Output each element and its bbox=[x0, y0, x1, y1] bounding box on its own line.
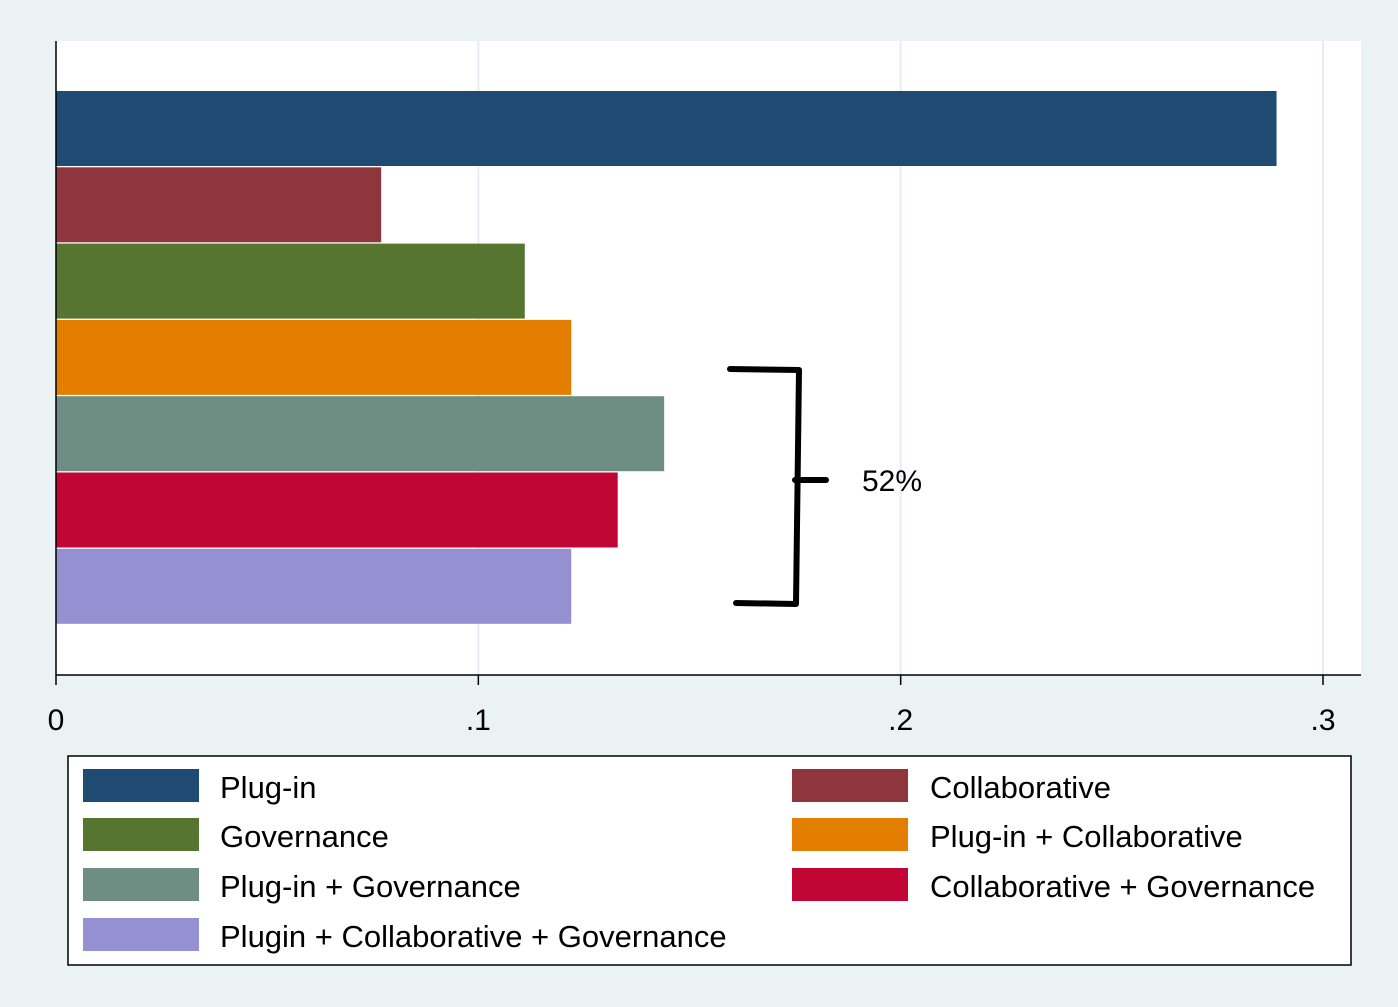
legend-box bbox=[67, 755, 1352, 966]
legend-label-governance: Governance bbox=[220, 819, 389, 854]
legend: Plug-in Collaborative Governance Plug-in + … bbox=[83, 769, 1315, 954]
legend-swatch-collaborative bbox=[792, 769, 908, 802]
x-axis-ticks: 0 .1 .2 .3 bbox=[48, 675, 1336, 737]
legend-swatch-governance bbox=[83, 818, 199, 851]
legend-label-collaborative-governance: Collaborative + Governance bbox=[930, 869, 1315, 904]
x-tick-label: 0 bbox=[48, 704, 65, 737]
bar-plugin-collaborative-governance bbox=[56, 548, 572, 624]
bar-plug-in bbox=[56, 91, 1277, 166]
legend-swatch-plug-in bbox=[83, 769, 199, 802]
legend-label-collaborative: Collaborative bbox=[930, 770, 1111, 805]
legend-label-plug-in-governance: Plug-in + Governance bbox=[220, 869, 521, 904]
x-tick-label: .2 bbox=[888, 704, 913, 737]
annotation-label: 52% bbox=[862, 465, 922, 498]
bar-plug-in-collaborative bbox=[56, 319, 572, 395]
legend-swatch-plugin-collaborative-governance bbox=[83, 918, 199, 951]
bar-collaborative-governance bbox=[56, 472, 618, 548]
legend-swatch-collaborative-governance bbox=[792, 868, 908, 901]
bar-plug-in-governance bbox=[56, 396, 665, 472]
x-tick-label: .3 bbox=[1310, 704, 1335, 737]
bar-governance bbox=[56, 243, 525, 319]
legend-swatch-plug-in-collaborative bbox=[792, 818, 908, 851]
legend-swatch-plug-in-governance bbox=[83, 868, 199, 901]
bars bbox=[56, 91, 1277, 624]
legend-label-plugin-collaborative-governance: Plugin + Collaborative + Governance bbox=[220, 919, 727, 954]
bar-collaborative bbox=[56, 167, 382, 243]
legend-label-plug-in: Plug-in bbox=[220, 770, 317, 805]
legend-label-plug-in-collaborative: Plug-in + Collaborative bbox=[930, 819, 1243, 854]
annotation-bracket bbox=[727, 366, 829, 607]
x-tick-label: .1 bbox=[466, 704, 491, 737]
